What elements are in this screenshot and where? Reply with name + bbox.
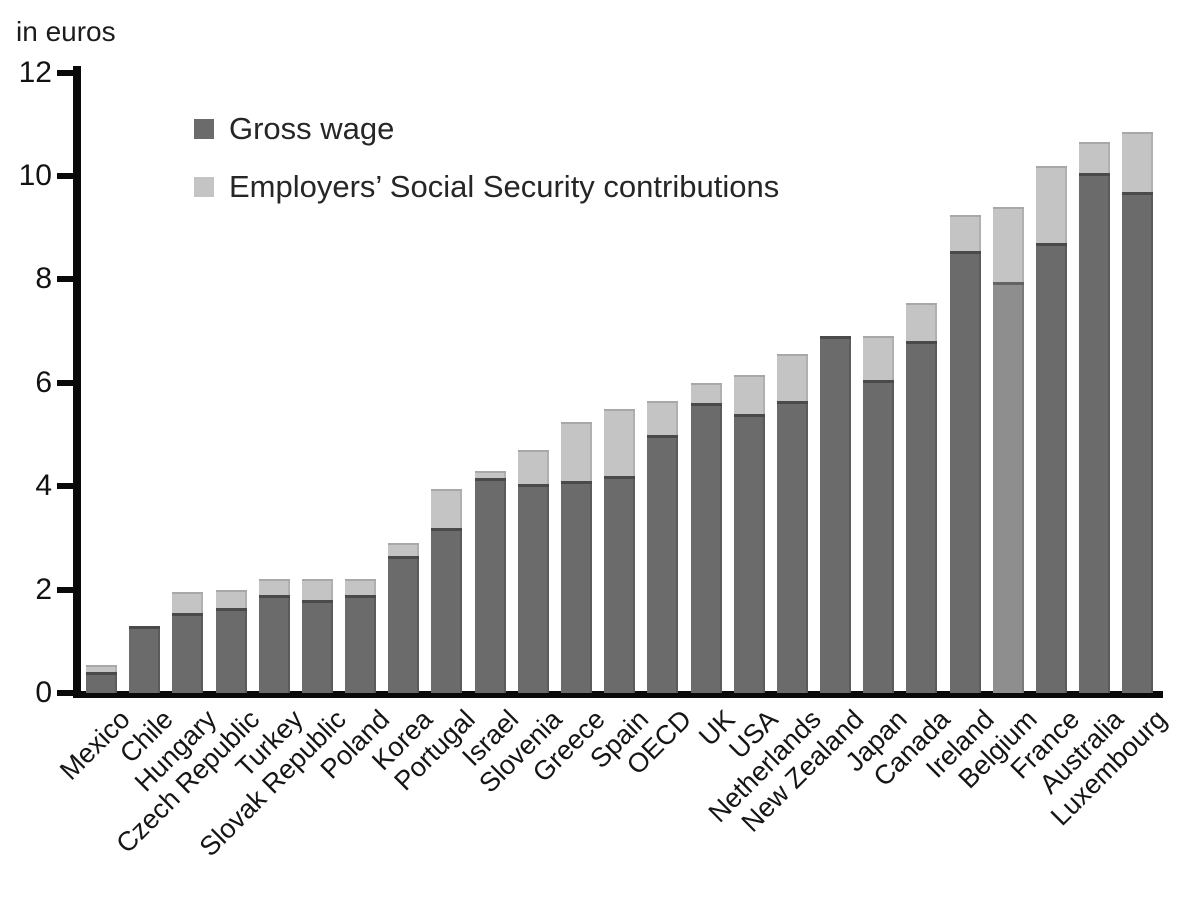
bar-segment-ssc [863,336,895,381]
y-tick-label-12: 12 [18,55,52,89]
bar-group-mexico [86,664,117,693]
bar-segment-ssc [1035,165,1067,244]
bar-segment-ssc [1122,132,1154,192]
bar-segment-gross [863,380,895,693]
y-tick-mark-0 [57,690,74,696]
bar-segment-ssc [690,382,722,404]
bar-segment-gross [474,478,506,693]
bar-segment-gross [345,594,377,693]
bar-segment-gross [949,250,981,693]
bar-segment-ssc [604,408,636,476]
bar-segment-ssc [776,354,808,401]
y-axis-line [73,66,81,698]
bar-segment-ssc [647,400,679,435]
bar-segment-ssc [906,302,938,342]
bar-group-chile [129,625,161,693]
bar-segment-gross [215,607,247,693]
bar-group-uk [690,382,722,693]
bar-group-netherlands [776,354,808,693]
y-tick-label-2: 2 [35,572,52,606]
legend: Gross wage Employers’ Social Security co… [194,111,780,228]
bar-group-new-zealand [820,336,852,693]
bar-segment-ssc [560,421,592,482]
bar-segment-gross [690,403,722,693]
bar-group-belgium [992,207,1024,693]
bar-segment-gross [1079,173,1111,693]
y-tick-label-8: 8 [35,262,52,296]
bar-segment-ssc [733,375,765,414]
bar-segment-ssc [992,207,1024,282]
bar-segment-gross [388,556,420,693]
bar-segment-ssc [474,470,506,479]
bar-segment-gross [129,625,161,693]
legend-swatch-gross-wage [194,119,214,139]
bar-group-korea [388,543,420,693]
bar-group-oecd [647,400,679,693]
bar-segment-gross [733,413,765,693]
bar-segment-ssc [431,488,463,528]
bar-group-usa [733,375,765,693]
bar-group-slovak-republic [301,579,333,693]
bar-segment-gross [647,434,679,693]
bar-segment-gross [820,336,852,693]
y-tick-label-0: 0 [35,676,52,709]
bar-group-slovenia [517,450,549,693]
bar-group-luxembourg [1122,132,1154,693]
y-axis-unit-label: in euros [16,16,116,47]
y-tick-mark-6 [57,379,74,386]
bar-segment-ssc [172,592,204,613]
bar-segment-gross [560,481,592,693]
bar-segment-gross [1035,243,1067,693]
bar-segment-ssc [301,579,333,600]
legend-swatch-employers-ssc [194,177,214,197]
bar-segment-ssc [258,579,290,595]
bar-segment-ssc [517,450,549,484]
y-tick-mark-4 [57,483,74,490]
legend-item-employers-ssc: Employers’ Social Security contributions [194,169,780,204]
bar-segment-gross [604,475,636,693]
bar-segment-gross [906,341,938,693]
bar-group-czech-republic [215,589,247,693]
bar-group-france [1035,165,1067,693]
y-tick-label-6: 6 [35,365,52,399]
bar-group-greece [560,421,592,693]
y-tick-label-10: 10 [18,159,52,192]
bar-segment-gross [1122,191,1154,693]
legend-label-employers-ssc: Employers’ Social Security contributions [229,169,780,204]
bar-segment-gross [517,483,549,693]
legend-label-gross-wage: Gross wage [229,111,395,146]
y-tick-mark-12 [57,69,74,76]
bar-group-ireland [949,214,981,693]
bar-segment-ssc [345,579,377,595]
bar-group-poland [345,579,377,693]
bar-segment-ssc [388,543,420,556]
bar-segment-gross [172,612,204,693]
bar-group-canada [906,302,938,693]
bar-group-hungary [172,592,204,693]
bar-group-japan [863,336,895,693]
bar-segment-gross [86,672,117,693]
y-tick-mark-8 [57,276,74,283]
y-tick-mark-10 [57,173,74,179]
legend-item-gross-wage: Gross wage [194,111,779,146]
bar-group-australia [1079,142,1111,693]
bar-segment-gross [258,594,290,693]
y-tick-mark-2 [57,586,74,593]
bar-segment-ssc [86,664,117,673]
bar-segment-gross [992,282,1024,693]
bar-segment-ssc [949,214,981,251]
bar-segment-ssc [215,589,247,608]
bar-segment-ssc [1079,142,1111,174]
x-axis-line [73,691,1163,698]
bar-group-israel [474,470,506,693]
bar-segment-gross [301,599,333,693]
bar-segment-gross [776,400,808,693]
bar-group-spain [604,408,636,693]
bar-group-portugal [431,488,463,693]
bar-group-turkey [258,579,290,693]
bar-segment-gross [431,527,463,693]
y-tick-label-4: 4 [35,469,52,503]
